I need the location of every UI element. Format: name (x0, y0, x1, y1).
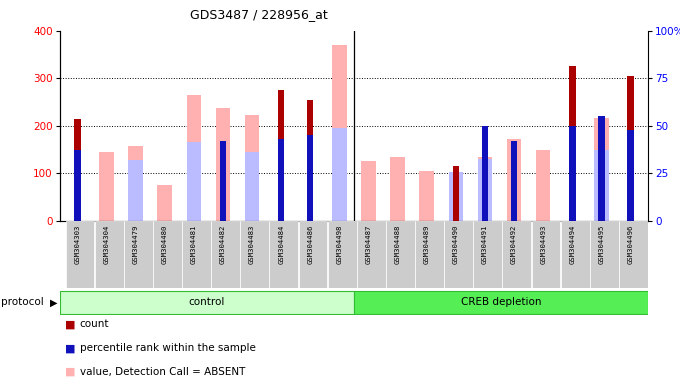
Text: protocol: protocol (1, 297, 44, 308)
Bar (532, 221, 560, 288)
Text: CREB depletion: CREB depletion (461, 297, 541, 307)
Bar (278, 139, 284, 221)
Bar (503, 221, 531, 288)
Bar (157, 185, 172, 221)
Text: ▶: ▶ (50, 297, 57, 308)
Text: GSM304491: GSM304491 (482, 224, 488, 263)
Bar (594, 151, 609, 221)
Text: GSM304484: GSM304484 (278, 224, 284, 263)
Text: GSM304492: GSM304492 (511, 224, 517, 263)
Bar (619, 221, 648, 288)
Text: value, Detection Call = ABSENT: value, Detection Call = ABSENT (80, 367, 245, 377)
Bar (354, 291, 648, 314)
Bar (420, 171, 434, 221)
Bar (66, 221, 95, 288)
Bar (507, 139, 522, 221)
Bar (307, 99, 313, 221)
Bar (99, 152, 114, 221)
Bar (269, 221, 299, 288)
Text: GSM304493: GSM304493 (540, 224, 546, 263)
Bar (473, 221, 502, 288)
Text: GSM304479: GSM304479 (133, 224, 139, 263)
Bar (245, 115, 259, 221)
Text: GSM304486: GSM304486 (307, 224, 313, 263)
Bar (186, 95, 201, 221)
Text: GSM304480: GSM304480 (162, 224, 168, 263)
Bar (386, 221, 415, 288)
Text: GSM304498: GSM304498 (337, 224, 343, 263)
Text: count: count (80, 319, 109, 329)
Text: percentile rank within the sample: percentile rank within the sample (80, 343, 256, 353)
Bar (357, 221, 386, 288)
Bar (481, 126, 488, 221)
Bar (332, 128, 347, 221)
Bar (299, 221, 328, 288)
Text: GSM304488: GSM304488 (394, 224, 401, 263)
Bar (449, 172, 463, 221)
Bar (590, 221, 619, 288)
Bar (278, 90, 284, 221)
Bar (328, 221, 356, 288)
Bar (129, 146, 143, 221)
Bar (477, 157, 492, 221)
Text: GDS3487 / 228956_at: GDS3487 / 228956_at (190, 8, 327, 22)
Bar (216, 108, 231, 221)
Bar (477, 159, 492, 221)
Bar (361, 161, 376, 221)
Text: GSM304304: GSM304304 (103, 224, 109, 263)
Bar (536, 151, 551, 221)
Bar (569, 66, 575, 221)
Bar (186, 142, 201, 221)
Bar (332, 45, 347, 221)
Text: GSM304490: GSM304490 (453, 224, 459, 263)
Text: GSM304494: GSM304494 (569, 224, 575, 263)
Bar (561, 221, 590, 288)
Bar (569, 126, 575, 221)
Text: GSM304303: GSM304303 (74, 224, 80, 263)
Bar (628, 129, 634, 221)
Text: control: control (189, 297, 225, 307)
Text: ■: ■ (65, 343, 75, 353)
Bar (220, 141, 226, 221)
Bar (594, 118, 609, 221)
Bar (60, 291, 354, 314)
Bar (453, 166, 459, 221)
Bar (444, 221, 473, 288)
Text: GSM304496: GSM304496 (628, 224, 634, 263)
Bar (74, 151, 80, 221)
Bar (307, 135, 313, 221)
Bar (598, 116, 605, 221)
Text: GSM304487: GSM304487 (365, 224, 371, 263)
Bar (182, 221, 211, 288)
Bar (95, 221, 124, 288)
Bar (415, 221, 444, 288)
Bar (153, 221, 182, 288)
Bar (124, 221, 153, 288)
Text: GSM304489: GSM304489 (424, 224, 430, 263)
Bar (240, 221, 269, 288)
Text: GSM304481: GSM304481 (191, 224, 197, 263)
Text: GSM304495: GSM304495 (598, 224, 605, 263)
Text: GSM304482: GSM304482 (220, 224, 226, 263)
Bar (129, 160, 143, 221)
Bar (511, 141, 517, 221)
Bar (74, 119, 80, 221)
Bar (628, 76, 634, 221)
Text: ■: ■ (65, 367, 75, 377)
Text: ■: ■ (65, 319, 75, 329)
Bar (245, 152, 259, 221)
Bar (390, 157, 405, 221)
Bar (211, 221, 240, 288)
Text: GSM304483: GSM304483 (249, 224, 255, 263)
